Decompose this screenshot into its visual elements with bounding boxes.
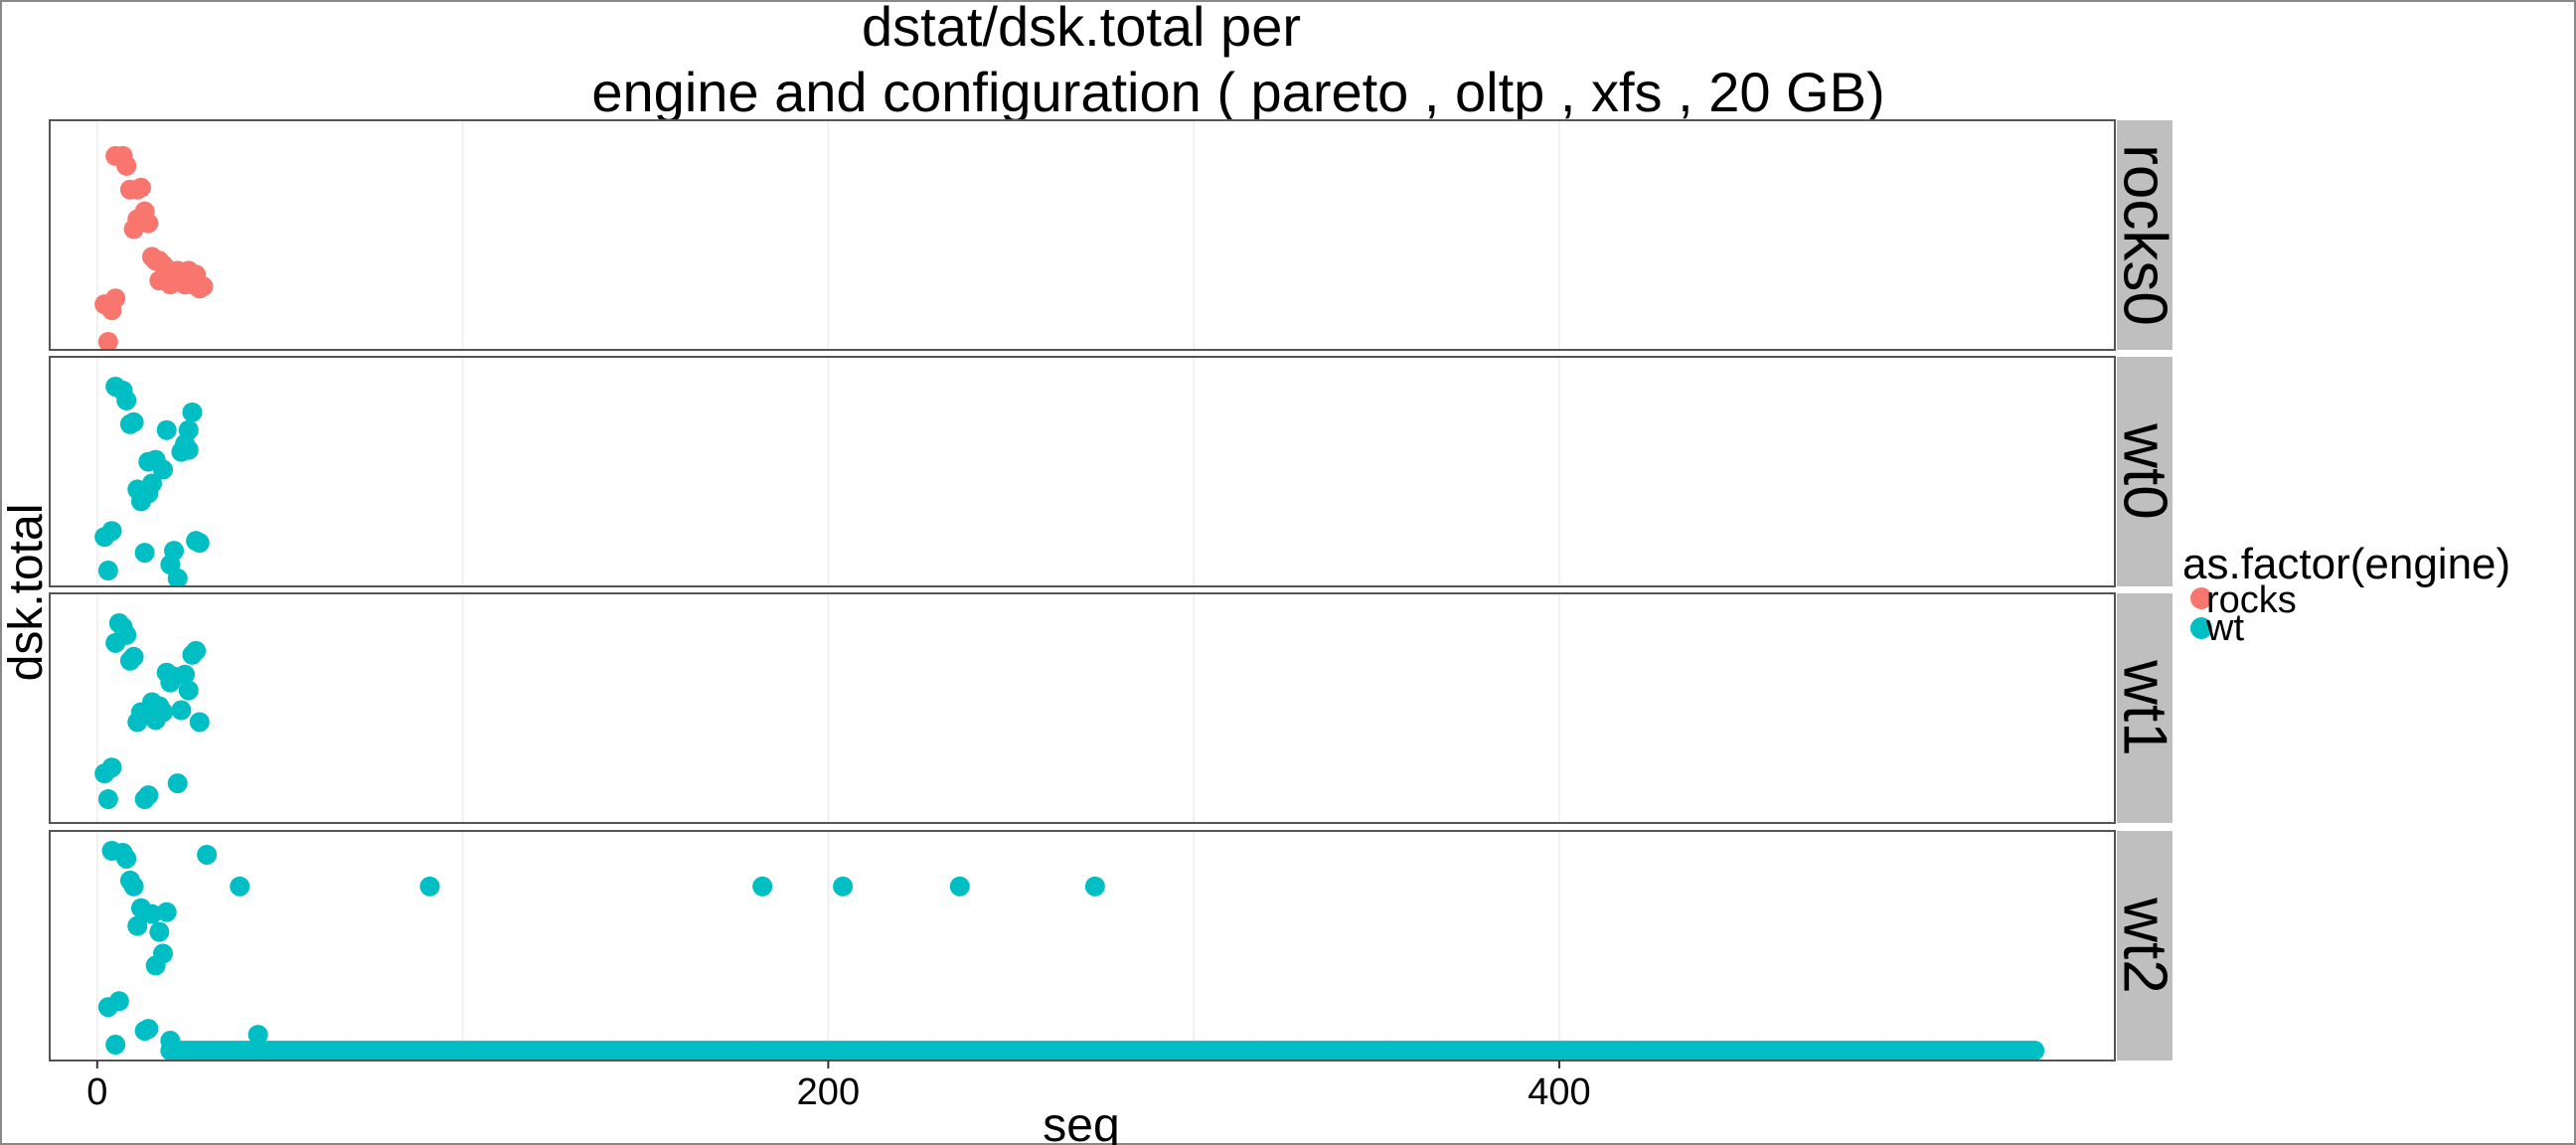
data-point bbox=[160, 1031, 181, 1052]
data-point bbox=[141, 903, 162, 924]
data-point bbox=[171, 700, 192, 721]
facet-strip bbox=[2117, 357, 2173, 586]
data-point bbox=[182, 402, 203, 422]
data-point bbox=[130, 177, 151, 198]
data-point bbox=[197, 844, 218, 865]
data-point bbox=[97, 789, 118, 810]
data-point bbox=[138, 785, 159, 806]
data-point bbox=[167, 568, 188, 586]
legend-key-rocks bbox=[2190, 587, 2212, 609]
panel-background bbox=[50, 593, 2115, 823]
data-point bbox=[123, 646, 144, 667]
data-point bbox=[189, 712, 210, 733]
data-point bbox=[105, 288, 126, 309]
data-point bbox=[186, 640, 207, 661]
points-rocks0 bbox=[94, 145, 214, 350]
data-point bbox=[178, 419, 199, 440]
data-point bbox=[153, 702, 174, 723]
panel-rocks0: rocks0 bbox=[49, 119, 2179, 351]
x-axis-title: seq bbox=[1043, 1099, 1119, 1145]
data-point bbox=[156, 419, 177, 440]
data-point bbox=[153, 459, 174, 480]
data-point bbox=[116, 624, 137, 645]
facet-strip bbox=[2117, 593, 2173, 823]
data-point bbox=[949, 876, 970, 897]
data-point bbox=[116, 390, 137, 410]
x-tick-label: 200 bbox=[797, 1071, 860, 1113]
data-point bbox=[167, 773, 188, 794]
data-point bbox=[101, 521, 122, 542]
x-axis: 0 200 400 bbox=[86, 1061, 1591, 1113]
data-point bbox=[189, 533, 210, 554]
panel-border bbox=[49, 592, 2116, 824]
data-point bbox=[116, 848, 137, 869]
facet-strip-label: wt2 bbox=[2111, 897, 2179, 993]
panel-border bbox=[49, 830, 2116, 1062]
data-point bbox=[134, 543, 155, 564]
panel-border bbox=[49, 119, 2116, 351]
data-point bbox=[178, 439, 199, 460]
facet-strip-label: rocks0 bbox=[2111, 144, 2179, 326]
panel-background bbox=[50, 831, 2115, 1061]
facet-strip bbox=[2117, 831, 2173, 1061]
panel-wt1: wt1 bbox=[49, 592, 2179, 824]
data-point bbox=[123, 876, 144, 897]
data-point bbox=[97, 331, 118, 350]
data-point bbox=[108, 991, 129, 1012]
data-point bbox=[175, 664, 196, 685]
data-point bbox=[178, 680, 199, 701]
panel-background bbox=[50, 120, 2115, 350]
data-point bbox=[141, 473, 162, 494]
facet-strip bbox=[2117, 120, 2173, 350]
data-point bbox=[230, 876, 250, 897]
data-point bbox=[752, 876, 773, 897]
legend-label-wt: wt bbox=[2205, 607, 2244, 649]
data-point bbox=[419, 876, 440, 897]
data-point bbox=[105, 1035, 126, 1056]
legend: as.factor(engine) rocks wt bbox=[2182, 540, 2510, 649]
baseline-point bbox=[2024, 1041, 2045, 1061]
x-tick-label: 0 bbox=[86, 1071, 107, 1113]
legend-key-wt bbox=[2190, 617, 2212, 639]
chart-title-line2: engine and configuration ( pareto , oltp… bbox=[591, 61, 1884, 123]
data-point bbox=[127, 915, 148, 936]
facet-strip-label: wt1 bbox=[2111, 659, 2179, 755]
facet-panels: rocks0 wt0 wt1 wt2 bbox=[49, 119, 2179, 1062]
data-point bbox=[153, 943, 174, 964]
facet-strip-label: wt0 bbox=[2111, 422, 2179, 519]
data-point bbox=[138, 213, 159, 234]
data-point bbox=[138, 1019, 159, 1040]
data-point bbox=[116, 155, 137, 176]
data-point bbox=[101, 757, 122, 778]
points-wt0 bbox=[94, 376, 210, 586]
data-point bbox=[1084, 876, 1105, 897]
data-point bbox=[193, 276, 214, 297]
data-point bbox=[247, 1025, 268, 1046]
legend-label-rocks: rocks bbox=[2206, 579, 2297, 621]
y-axis-title: dsk.total bbox=[0, 504, 53, 682]
data-point bbox=[149, 921, 170, 942]
data-point bbox=[833, 876, 854, 897]
chart-title-line1: dstat/dsk.total per bbox=[862, 0, 1301, 58]
panel-wt2: wt2 bbox=[49, 830, 2179, 1062]
data-point bbox=[156, 901, 177, 922]
x-tick-label: 400 bbox=[1528, 1071, 1590, 1113]
points-wt1 bbox=[94, 612, 210, 810]
points-wt2 bbox=[97, 841, 2045, 1061]
data-point bbox=[97, 561, 118, 581]
panel-background bbox=[50, 357, 2115, 586]
panel-border bbox=[49, 356, 2116, 587]
legend-title: as.factor(engine) bbox=[2182, 540, 2510, 588]
data-point bbox=[123, 411, 144, 432]
panel-wt0: wt0 bbox=[49, 356, 2179, 587]
data-point bbox=[164, 541, 185, 562]
